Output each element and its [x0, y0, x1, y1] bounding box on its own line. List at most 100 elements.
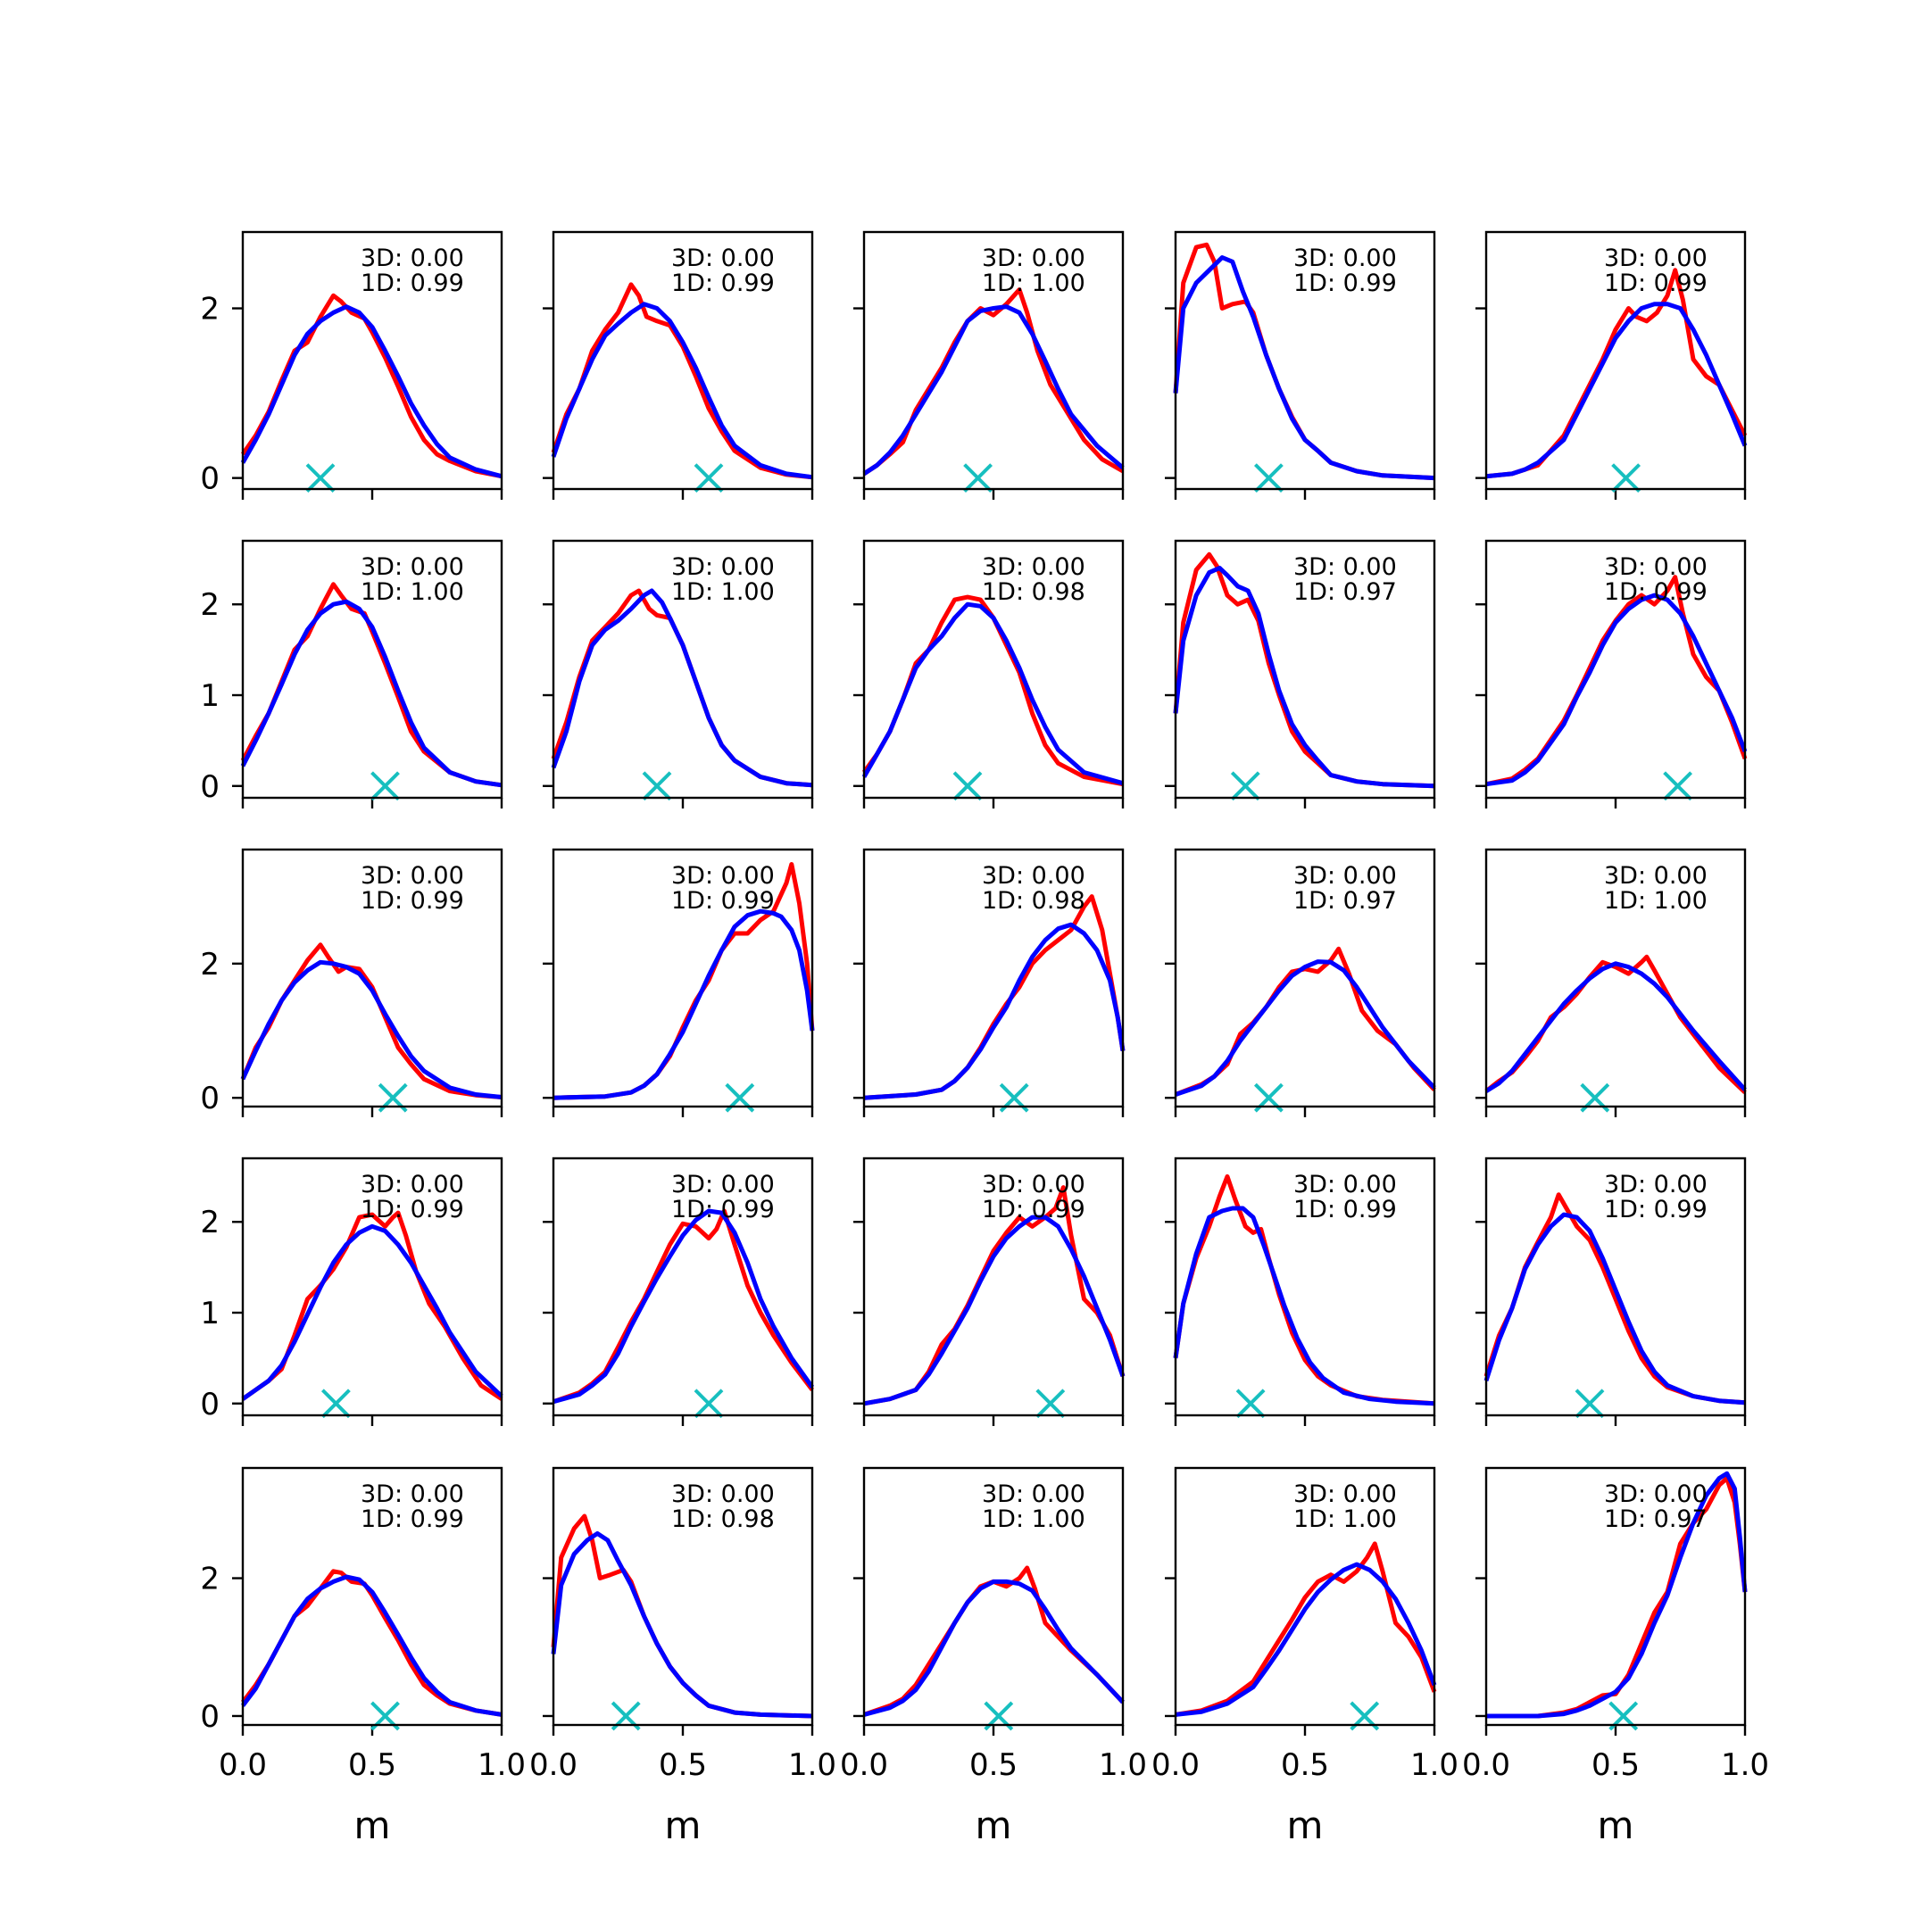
marker-x	[963, 463, 993, 493]
annotation-1d: 1D: 0.98	[982, 887, 1085, 915]
annotation-3d: 3D: 0.00	[361, 553, 464, 581]
annotation-3d: 3D: 0.00	[1293, 1171, 1397, 1198]
marker-x	[305, 463, 336, 493]
axes-frame	[862, 848, 1125, 1108]
annotation-3d: 3D: 0.00	[1293, 1480, 1397, 1508]
annotation-3d: 3D: 0.00	[1604, 1171, 1708, 1198]
annotation-1d: 1D: 0.98	[982, 578, 1085, 606]
blue-density-curve	[551, 1530, 813, 1719]
axes-frame	[1484, 539, 1747, 800]
axes-frame	[1484, 1466, 1747, 1727]
annotation-1d: 1D: 0.97	[1293, 578, 1397, 606]
axes-frame	[862, 230, 1125, 491]
x-tick-label: 0.5	[1591, 1747, 1640, 1783]
axes-frame	[862, 539, 1125, 800]
blue-density-curve	[1173, 566, 1435, 789]
axes-frame	[241, 1157, 503, 1417]
annotation-3d: 3D: 0.00	[1604, 553, 1708, 581]
axes-frame	[1484, 230, 1747, 491]
annotation-1d: 1D: 0.99	[1293, 1196, 1397, 1223]
axes-frame	[862, 1466, 1125, 1727]
x-tick-label: 0.0	[1151, 1747, 1200, 1783]
marker-x	[694, 463, 724, 493]
blue-density-curve	[551, 302, 813, 480]
axes-frame	[241, 230, 503, 491]
y-tick-label: 0	[200, 769, 220, 805]
axes-frame	[1174, 539, 1436, 800]
annotation-3d: 3D: 0.00	[982, 553, 1085, 581]
blue-density-curve	[240, 599, 503, 788]
red-density-curve	[241, 1210, 503, 1401]
annotation-1d: 1D: 0.99	[982, 1196, 1085, 1223]
red-density-curve	[551, 282, 813, 480]
axes-frame	[552, 230, 814, 491]
marker-x	[1230, 771, 1260, 801]
y-tick-label: 0	[200, 461, 220, 497]
blue-density-curve	[1485, 302, 1748, 479]
axes-frame	[1174, 1157, 1436, 1417]
annotation-3d: 3D: 0.00	[1604, 1480, 1708, 1508]
axes-frame	[241, 848, 503, 1108]
red-density-curve	[551, 588, 813, 788]
annotation-3d: 3D: 0.00	[671, 245, 775, 272]
annotation-1d: 1D: 0.99	[1604, 269, 1708, 297]
annotation-3d: 3D: 0.00	[982, 1480, 1085, 1508]
blue-density-curve	[240, 959, 503, 1099]
blue-density-curve	[1173, 1206, 1435, 1406]
annotation-1d: 1D: 0.99	[671, 269, 775, 297]
annotation-3d: 3D: 0.00	[361, 245, 464, 272]
marker-x	[1611, 463, 1641, 493]
y-tick-label: 0	[200, 1699, 220, 1735]
red-density-curve	[863, 1565, 1125, 1717]
annotation-1d: 1D: 1.00	[982, 269, 1085, 297]
marker-x	[1575, 1389, 1605, 1419]
axes-frame	[1174, 1466, 1436, 1727]
axes-frame	[552, 1466, 814, 1727]
axes-frame	[241, 539, 503, 800]
axes-frame	[552, 539, 814, 800]
red-density-curve	[1485, 268, 1748, 479]
x-tick-label: 1.0	[1099, 1747, 1147, 1783]
blue-density-curve	[863, 1215, 1126, 1406]
marker-x	[1663, 771, 1693, 801]
annotation-3d: 3D: 0.00	[671, 862, 775, 890]
x-tick-label: 0.0	[1462, 1747, 1510, 1783]
annotation-3d: 3D: 0.00	[982, 245, 1085, 272]
blue-density-curve	[863, 1579, 1125, 1717]
red-density-curve	[862, 287, 1125, 476]
annotation-3d: 3D: 0.00	[671, 553, 775, 581]
y-tick-label: 2	[200, 1562, 220, 1597]
x-tick-label: 1.0	[478, 1747, 526, 1783]
y-tick-label: 0	[200, 1387, 220, 1422]
marker-x	[1235, 1389, 1266, 1419]
x-tick-label: 1.0	[788, 1747, 836, 1783]
blue-density-curve	[553, 908, 815, 1100]
annotation-1d: 1D: 0.99	[1293, 269, 1397, 297]
annotation-1d: 1D: 0.99	[1604, 1196, 1708, 1223]
blue-density-curve	[1173, 255, 1435, 481]
annotation-3d: 3D: 0.00	[982, 862, 1085, 890]
x-tick-label: 1.0	[1410, 1747, 1458, 1783]
red-density-curve	[1175, 1541, 1437, 1717]
red-density-curve	[1484, 954, 1747, 1095]
annotation-3d: 3D: 0.00	[671, 1480, 775, 1508]
x-tick-label: 0.5	[659, 1747, 707, 1783]
y-tick-label: 1	[200, 678, 220, 714]
annotation-1d: 1D: 0.97	[1604, 1505, 1708, 1533]
annotation-3d: 3D: 0.00	[1293, 553, 1397, 581]
x-axis-label: m	[1598, 1803, 1634, 1847]
y-tick-label: 1	[200, 1296, 220, 1331]
y-tick-label: 2	[200, 587, 220, 623]
